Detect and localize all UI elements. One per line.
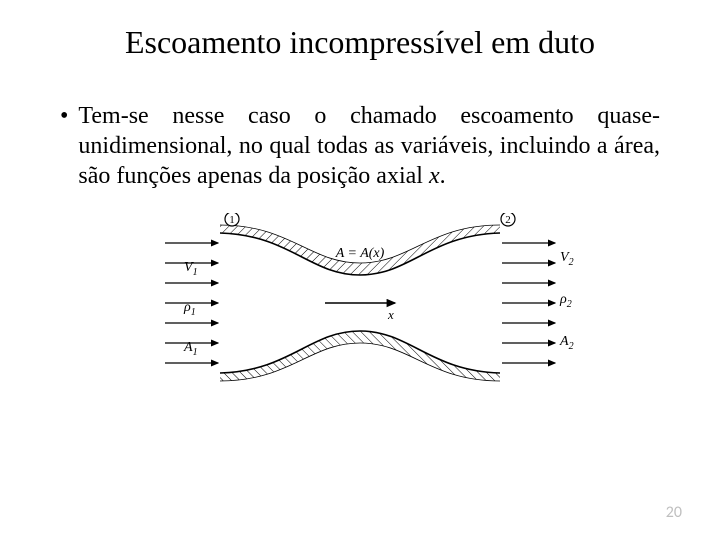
- svg-text:V2: V2: [560, 250, 574, 268]
- duct-flow-diagram: 1 2 x A = A(x) V1 ρ1 A1 V2 ρ2 A2: [140, 213, 580, 393]
- svg-text:ρ2: ρ2: [559, 292, 572, 310]
- paragraph-post: .: [440, 163, 446, 189]
- paragraph-text: Tem-se nesse caso o chamado escoamento q…: [78, 101, 660, 191]
- bottom-wall-hatch: [220, 331, 500, 381]
- page-number: 20: [666, 503, 682, 522]
- outlet-arrows: [502, 243, 555, 363]
- x-axis-label: x: [387, 307, 394, 322]
- area-equation: A = A(x): [335, 246, 385, 261]
- svg-text:A2: A2: [559, 334, 574, 352]
- section-1-label: 1: [229, 214, 235, 226]
- figure-container: 1 2 x A = A(x) V1 ρ1 A1 V2 ρ2 A2: [0, 213, 720, 393]
- paragraph-pre: Tem-se nesse caso o chamado escoamento q…: [78, 103, 660, 189]
- paragraph-var: x: [429, 163, 440, 189]
- section-2-label: 2: [505, 214, 511, 226]
- bullet-glyph: •: [60, 101, 68, 131]
- right-labels: V2 ρ2 A2: [559, 250, 574, 352]
- bottom-wall-outer: [220, 343, 500, 381]
- body-paragraph: • Tem-se nesse caso o chamado escoamento…: [0, 61, 720, 191]
- slide-title: Escoamento incompressível em duto: [0, 0, 720, 61]
